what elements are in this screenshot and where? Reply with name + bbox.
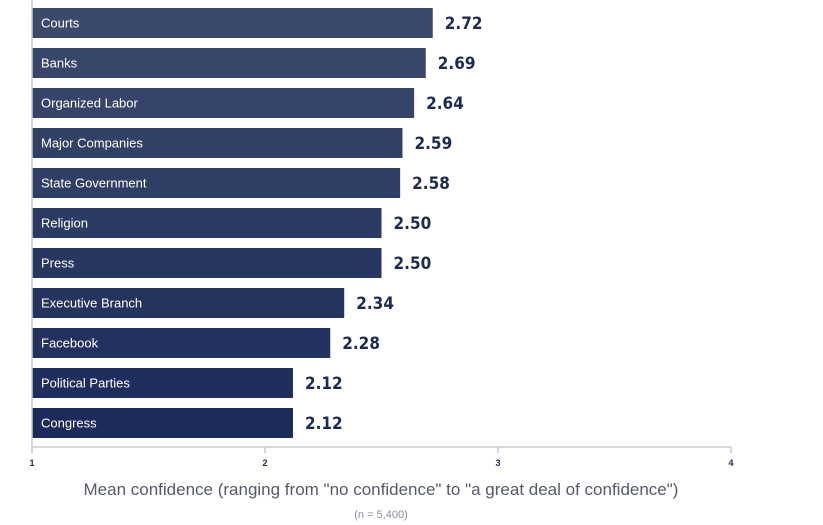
category-label: Facebook	[41, 336, 99, 351]
bar-congress	[32, 408, 293, 438]
category-label: Political Parties	[41, 376, 130, 391]
value-label: 2.50	[394, 254, 432, 274]
sample-size-note: (n = 5,400)	[354, 509, 408, 521]
x-tick-label: 4	[728, 458, 733, 468]
category-label: Organized Labor	[41, 96, 139, 111]
category-label: Religion	[41, 216, 88, 231]
bar-courts	[32, 8, 433, 38]
category-label: Congress	[41, 416, 97, 431]
bar-political-parties	[32, 368, 293, 398]
bar-organized-labor	[32, 88, 415, 118]
x-tick-label: 1	[29, 458, 34, 468]
value-label: 2.34	[356, 294, 394, 314]
value-label: 2.50	[394, 214, 432, 234]
value-label: 2.64	[426, 94, 464, 114]
bar-major-companies	[32, 128, 403, 158]
value-label: 2.69	[438, 54, 476, 74]
x-tick-label: 3	[495, 458, 500, 468]
value-label: 2.58	[412, 174, 450, 194]
bar-banks	[32, 48, 426, 78]
x-tick-label: 2	[262, 458, 267, 468]
category-label: Banks	[41, 56, 78, 71]
value-label: 2.12	[305, 374, 343, 394]
value-label: 2.12	[305, 414, 343, 434]
bar-press	[32, 248, 382, 278]
category-label: Major Companies	[41, 136, 143, 151]
value-label: 2.72	[445, 14, 483, 34]
bars: Courts 2.72 Banks 2.69 Organized Labor 2.64 Ma…	[32, 8, 483, 438]
x-axis: 1 2 3 4	[29, 0, 734, 468]
bar-religion	[32, 208, 382, 238]
x-axis-title: Mean confidence (ranging from "no confid…	[84, 480, 679, 499]
bar-facebook	[32, 328, 331, 358]
value-label: 2.28	[342, 334, 380, 354]
category-label: Executive Branch	[41, 296, 142, 311]
category-label: Press	[41, 256, 75, 271]
value-label: 2.59	[414, 134, 452, 154]
category-label: Courts	[41, 16, 80, 31]
category-label: State Government	[41, 176, 147, 191]
bar-executive-branch	[32, 288, 345, 318]
bar-state-government	[32, 168, 401, 198]
